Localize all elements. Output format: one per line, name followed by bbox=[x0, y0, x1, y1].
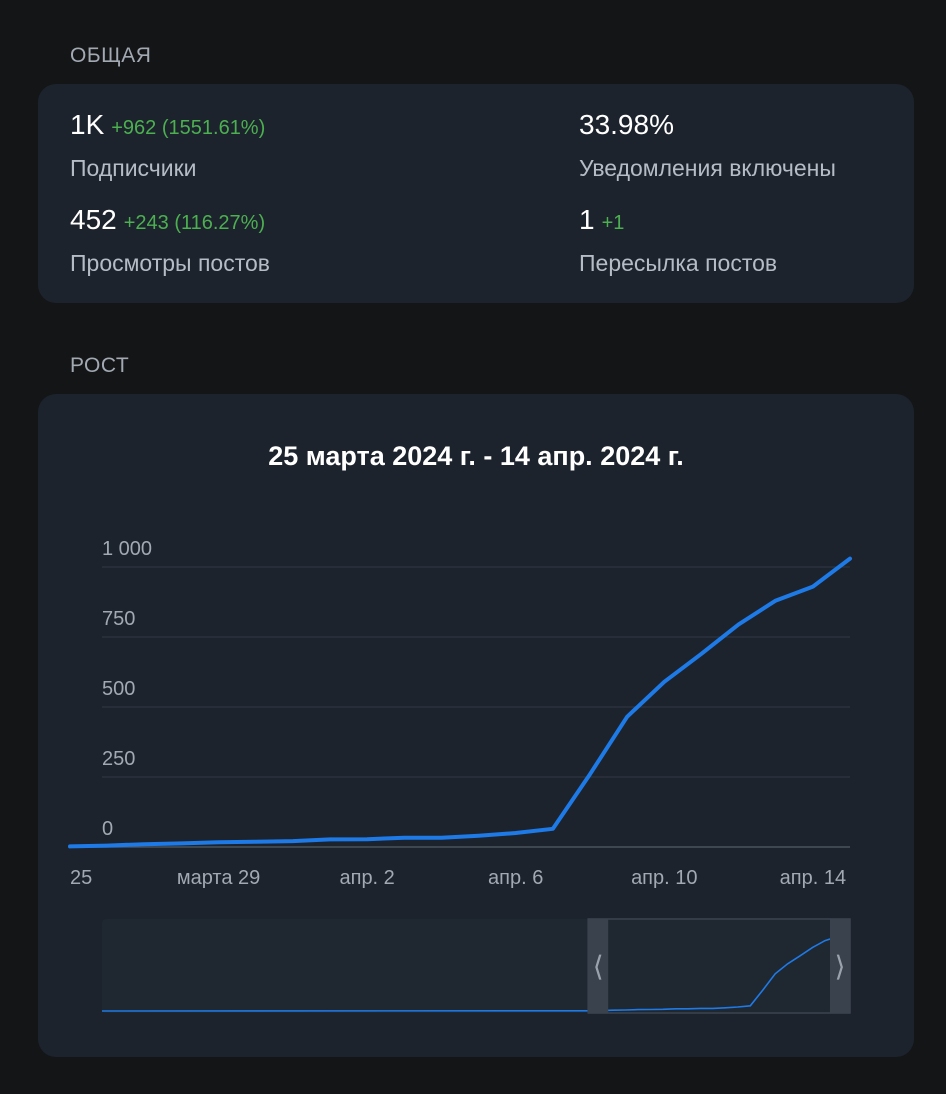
growth-chart-card: 25 марта 2024 г. - 14 апр. 2024 г. 0 250 5… bbox=[38, 394, 914, 1057]
x-tick-label: 25 bbox=[70, 867, 92, 889]
chevron-right-icon: ⟩ bbox=[835, 951, 846, 982]
growth-line-chart: 0 250 500 750 1 000 25 марта 29 апр. 2 апр. 6 ап… bbox=[68, 538, 852, 1014]
chevron-left-icon: ⟨ bbox=[593, 951, 604, 982]
x-tick-label: апр. 2 bbox=[339, 867, 394, 889]
section-title-general: ОБЩАЯ bbox=[70, 44, 152, 67]
navigator-left-handle[interactable] bbox=[588, 919, 609, 1013]
y-tick-label: 1 000 bbox=[102, 538, 152, 560]
y-tick-label: 0 bbox=[102, 818, 113, 840]
navigator-background bbox=[102, 919, 850, 1013]
x-tick-label: апр. 10 bbox=[631, 867, 697, 889]
chart-title: 25 марта 2024 г. - 14 апр. 2024 г. bbox=[268, 441, 684, 471]
navigator-series-line bbox=[101, 927, 851, 1012]
stat-label: Пересылка постов bbox=[579, 250, 778, 276]
y-tick-label: 750 bbox=[102, 608, 135, 630]
stat-label: Подписчики bbox=[70, 155, 197, 181]
series-line-subscribers bbox=[68, 556, 852, 849]
stat-label: Просмотры постов bbox=[70, 250, 270, 276]
x-tick-label: марта 29 bbox=[177, 867, 260, 889]
y-tick-label: 250 bbox=[102, 748, 135, 770]
x-tick-label: апр. 14 bbox=[780, 867, 846, 889]
stat-delta: +243 (116.27%) bbox=[123, 212, 266, 234]
stat-notifications: 33.98% Уведомления включены bbox=[579, 109, 836, 182]
stat-value: 452 bbox=[70, 204, 117, 235]
stat-delta: +962 (1551.61%) bbox=[111, 117, 266, 139]
stat-value: 1K bbox=[70, 109, 105, 140]
stat-post-shares: 1 +1 Пересылка постов bbox=[579, 204, 777, 277]
stat-delta: +1 bbox=[601, 212, 625, 234]
navigator-right-handle[interactable] bbox=[830, 919, 850, 1013]
range-navigator[interactable]: ⟨ ⟩ bbox=[101, 918, 851, 1014]
y-tick-label: 500 bbox=[102, 678, 135, 700]
x-tick-label: апр. 6 bbox=[488, 867, 543, 889]
stat-subscribers: 1K +962 (1551.61%) Подписчики bbox=[70, 109, 265, 182]
stat-value: 33.98% bbox=[579, 109, 674, 140]
stat-post-views: 452 +243 (116.27%) Просмотры постов bbox=[70, 204, 270, 277]
stat-value: 1 bbox=[579, 204, 595, 235]
stat-label: Уведомления включены bbox=[579, 155, 836, 181]
general-stats-card: 1K +962 (1551.61%) Подписчики 33.98% Уве… bbox=[38, 84, 914, 303]
section-title-growth: РОСТ bbox=[70, 354, 130, 377]
